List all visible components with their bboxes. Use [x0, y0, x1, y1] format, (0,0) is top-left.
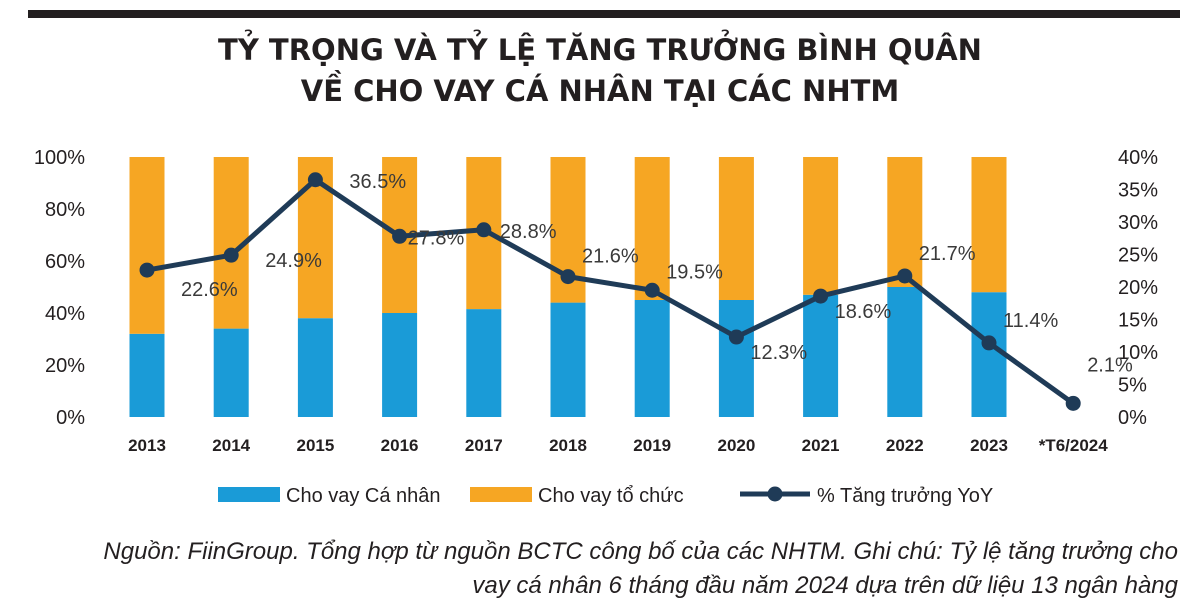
right-tick-label: 15%: [1118, 310, 1158, 332]
x-tick-label: 2014: [212, 436, 250, 455]
growth-point: [897, 268, 913, 284]
legend: Cho vay Cá nhân Cho vay tổ chức % Tăng trư…: [218, 485, 993, 507]
bar-individual: [382, 313, 418, 417]
bar-individual: [466, 309, 502, 417]
bar-individual: [718, 300, 754, 417]
legend-label-growth: % Tăng trưởng YoY: [817, 485, 993, 507]
bar-individual: [634, 300, 670, 417]
x-tick-label: 2016: [381, 436, 419, 455]
x-tick-label: 2013: [128, 436, 166, 455]
left-tick-label: 80%: [45, 199, 85, 221]
bar-individual: [213, 328, 249, 417]
growth-point: [813, 288, 829, 304]
growth-data-label: 11.4%: [1003, 310, 1058, 332]
growth-data-label: 12.3%: [750, 342, 807, 364]
bar-organization: [634, 157, 670, 300]
top-rule: [28, 10, 1180, 18]
right-axis: 0% 5% 10% 15% 20% 25% 30% 35% 40%: [1118, 147, 1158, 429]
growth-data-label: 22.6%: [181, 279, 238, 301]
bar-organization: [129, 157, 165, 334]
x-tick-label: 2017: [465, 436, 503, 455]
right-tick-label: 25%: [1118, 245, 1158, 267]
right-tick-label: 0%: [1118, 407, 1147, 429]
source-note: Nguồn: FiinGroup. Tổng hợp từ nguồn BCTC…: [18, 535, 1178, 603]
bar-individual: [803, 294, 839, 417]
growth-point: [728, 329, 744, 345]
growth-data-label: 19.5%: [666, 261, 723, 283]
stacked-bars: [129, 157, 1007, 417]
x-axis-labels: 2013 2014 2015 2016 2017 2018 2019 2020 2021 2022…: [128, 436, 1108, 455]
x-tick-label: 2023: [970, 436, 1008, 455]
legend-swatch-individual: [218, 487, 280, 502]
chart-title: TỶ TRỌNG VÀ TỶ LỆ TĂNG TRƯỞNG BÌNH QUÂN …: [0, 30, 1200, 112]
growth-line-path: [146, 177, 1075, 406]
growth-line: 22.6% 24.9% 36.5% 27.8% 28.8% 21.6% 19.5% 12.3%…: [139, 171, 1133, 411]
bar-organization: [803, 157, 839, 295]
growth-point: [644, 282, 660, 298]
legend-marker-growth: [767, 486, 783, 502]
bar-individual: [129, 333, 165, 417]
bar-organization: [887, 157, 923, 287]
right-tick-label: 20%: [1118, 277, 1158, 299]
legend-label-individual: Cho vay Cá nhân: [286, 485, 441, 507]
x-tick-label: 2015: [296, 436, 334, 455]
growth-point: [139, 262, 155, 278]
growth-data-label: 21.6%: [582, 246, 639, 268]
left-tick-label: 20%: [45, 355, 85, 377]
left-tick-label: 0%: [56, 407, 85, 429]
growth-point: [392, 228, 408, 244]
growth-data-label: 21.7%: [919, 243, 976, 265]
growth-point: [560, 269, 576, 285]
right-tick-label: 5%: [1118, 375, 1147, 397]
x-tick-label: 2022: [886, 436, 924, 455]
x-tick-label: 2019: [633, 436, 671, 455]
right-tick-label: 10%: [1118, 342, 1158, 364]
left-tick-label: 40%: [45, 303, 85, 325]
left-tick-label: 60%: [45, 251, 85, 273]
chart-area: 0% 20% 40% 60% 80% 100% 0% 5% 10% 15% 20% 25% 30% 35…: [34, 147, 1158, 507]
growth-point: [476, 222, 492, 238]
source-line-2: vay cá nhân 6 tháng đầu năm 2024 dựa trê…: [472, 572, 1178, 599]
bar-individual: [887, 287, 923, 417]
growth-point: [223, 247, 239, 263]
right-tick-label: 40%: [1118, 147, 1158, 169]
x-tick-label: 2021: [802, 436, 840, 455]
x-tick-label: 2018: [549, 436, 587, 455]
growth-point: [1065, 395, 1081, 411]
bar-organization: [971, 157, 1007, 293]
growth-data-label: 2.1%: [1087, 354, 1133, 376]
chart-title-line-1: TỶ TRỌNG VÀ TỶ LỆ TĂNG TRƯỞNG BÌNH QUÂN: [218, 33, 982, 67]
growth-data-label: 18.6%: [835, 301, 892, 323]
left-axis: 0% 20% 40% 60% 80% 100%: [34, 147, 85, 429]
legend-swatch-organization: [470, 487, 532, 502]
chart-title-line-2: VỀ CHO VAY CÁ NHÂN TẠI CÁC NHTM: [300, 74, 900, 108]
right-tick-label: 35%: [1118, 180, 1158, 202]
growth-data-label: 27.8%: [408, 227, 465, 249]
growth-data-label: 36.5%: [349, 171, 406, 193]
right-tick-label: 30%: [1118, 212, 1158, 234]
growth-data-label: 28.8%: [500, 221, 557, 243]
left-tick-label: 100%: [34, 147, 85, 169]
bar-individual: [550, 302, 586, 417]
growth-point: [981, 335, 997, 351]
source-line-1: Nguồn: FiinGroup. Tổng hợp từ nguồn BCTC…: [103, 538, 1178, 565]
growth-point: [307, 172, 323, 188]
bar-individual: [297, 318, 333, 417]
bar-individual: [971, 292, 1007, 417]
x-tick-label: 2020: [717, 436, 755, 455]
bar-organization: [718, 157, 754, 300]
growth-data-label: 24.9%: [265, 250, 322, 272]
legend-label-organization: Cho vay tổ chức: [538, 485, 684, 507]
x-tick-label: *T6/2024: [1039, 436, 1109, 455]
